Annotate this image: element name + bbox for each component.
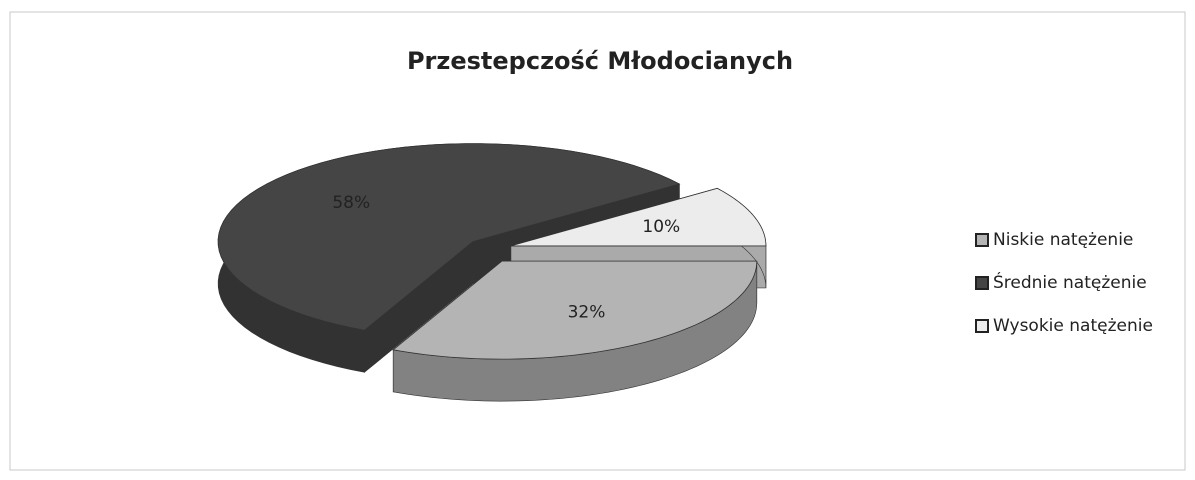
- data-label: 10%: [642, 217, 680, 237]
- legend-swatch: [975, 276, 989, 290]
- legend-label: Wysokie natężenie: [993, 316, 1153, 336]
- chart-title: Przestepczość Młodocianych: [407, 47, 793, 75]
- slice: [510, 187, 767, 247]
- legend-label: Średnie natężenie: [993, 271, 1147, 293]
- data-label: 58%: [332, 193, 370, 213]
- slice: [392, 260, 758, 360]
- legend-swatch: [975, 233, 989, 247]
- data-label: 32%: [568, 302, 606, 322]
- legend-label: Niskie natężenie: [993, 230, 1133, 250]
- legend-swatch: [975, 319, 989, 333]
- slice: [217, 143, 681, 331]
